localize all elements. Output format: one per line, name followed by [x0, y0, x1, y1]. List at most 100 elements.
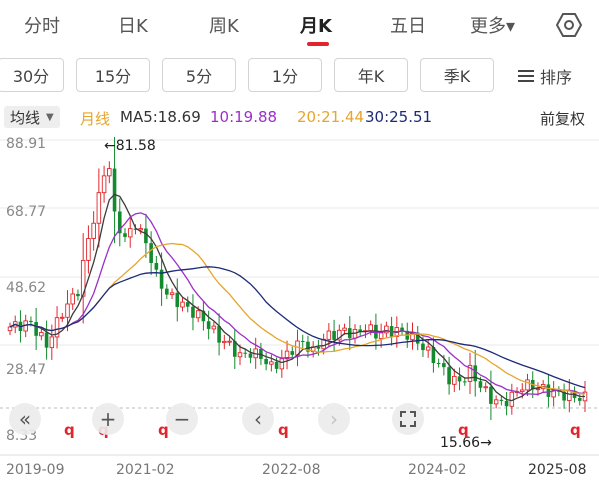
candle-body	[577, 398, 582, 401]
candle-body	[462, 381, 467, 383]
candle-body	[332, 331, 336, 340]
indicator-selector[interactable]: 均线 ▼	[4, 106, 60, 128]
candle-body	[562, 391, 566, 401]
candle-body	[206, 321, 211, 329]
period-buttons: 30分 15分 5分 1分 年K 季K 排序	[0, 58, 599, 96]
event-marker-icon: q	[458, 421, 469, 439]
low-annotation: 15.66→	[440, 435, 492, 451]
candles	[7, 136, 588, 421]
candle-body	[546, 384, 551, 397]
candle-body	[44, 332, 49, 348]
candle-body	[49, 336, 55, 349]
candle-body	[96, 192, 102, 224]
tab-daily-k[interactable]: 日K	[118, 16, 148, 37]
ma5-value: MA5:18.69	[120, 108, 201, 126]
candle-body	[535, 388, 541, 391]
high-annotation: ←81.58	[104, 138, 156, 154]
candle-body	[300, 341, 305, 343]
candle-body	[80, 259, 86, 297]
kline-chart[interactable]: 88.91 68.77 48.62 28.47 8.33 ←81.58 15.6…	[0, 132, 599, 500]
x-tick-label: 2019-09	[6, 462, 65, 478]
period-30min-button[interactable]: 30分	[0, 58, 64, 92]
period-year-k-button[interactable]: 年K	[334, 58, 408, 92]
candle-body	[39, 332, 44, 337]
tab-five-day[interactable]: 五日	[390, 16, 426, 37]
plus-icon: +	[99, 407, 117, 431]
candle-body	[60, 316, 65, 319]
candle-body	[91, 222, 96, 239]
candle-body	[201, 310, 206, 322]
candle-body	[452, 375, 457, 385]
candle-body	[117, 211, 122, 234]
candle-body	[248, 353, 253, 358]
active-tab-underline	[307, 42, 329, 46]
candle-body	[467, 364, 473, 382]
fullscreen-button[interactable]	[392, 403, 424, 435]
candle-body	[180, 301, 185, 308]
candle-body	[342, 327, 347, 331]
tab-more[interactable]: 更多▾	[470, 16, 516, 37]
candle-body	[65, 303, 70, 318]
tab-monthly-k[interactable]: 月K	[300, 16, 332, 37]
chevron-right-icon: ›	[330, 407, 338, 431]
candle-body	[306, 341, 310, 352]
candle-body	[425, 346, 431, 351]
candle-body	[525, 379, 530, 391]
candle-body	[227, 340, 232, 343]
candle-body	[378, 332, 384, 339]
line-mode-label: 月线	[80, 110, 111, 128]
period-5min-button[interactable]: 5分	[162, 58, 236, 92]
candle-body	[274, 361, 279, 369]
fullscreen-icon	[400, 411, 416, 427]
candle-body	[436, 363, 441, 365]
chevron-left-icon: ‹	[254, 407, 262, 431]
candle-body	[232, 341, 237, 357]
event-marker-icon: q	[158, 421, 169, 439]
candle-body	[442, 363, 446, 368]
next-button[interactable]: ›	[318, 403, 350, 435]
double-chevron-left-icon: «	[18, 407, 32, 431]
candle-body	[279, 358, 285, 370]
adjust-mode-button[interactable]: 前复权	[540, 110, 586, 128]
ma20-line	[9, 242, 586, 395]
period-season-k-button[interactable]: 季K	[420, 58, 494, 92]
candle-body	[185, 302, 190, 307]
candle-body	[191, 306, 195, 318]
candle-body	[222, 340, 227, 344]
period-1min-button[interactable]: 1分	[248, 58, 322, 92]
rewind-button[interactable]: «	[9, 403, 41, 435]
x-tick-label: 2021-02	[116, 462, 175, 478]
candle-body	[211, 325, 217, 330]
caret-down-icon: ▼	[46, 111, 54, 123]
candle-body	[123, 233, 127, 237]
period-tabs: 分时 日K 周K 月K 五日 更多▾	[0, 0, 599, 50]
candle-body	[478, 381, 483, 388]
candle-body	[34, 322, 38, 336]
candle-body	[101, 175, 107, 194]
zoom-in-button[interactable]: +	[92, 403, 124, 435]
candle-body	[70, 293, 75, 305]
ma20-value: 20:21.44	[297, 108, 365, 126]
zoom-out-button[interactable]: −	[166, 403, 198, 435]
candle-body	[421, 343, 425, 351]
candle-body	[7, 326, 13, 332]
tab-weekly-k[interactable]: 周K	[209, 16, 239, 37]
candle-body	[29, 320, 33, 323]
minus-icon: −	[173, 407, 191, 431]
candle-body	[112, 168, 117, 212]
tab-intraday[interactable]: 分时	[24, 16, 60, 37]
candle-body	[154, 262, 159, 270]
candle-body	[175, 292, 180, 308]
sort-button[interactable]: 排序	[518, 64, 572, 88]
event-marker-icon: q	[278, 421, 289, 439]
x-tick-label: 2022-08	[262, 462, 321, 478]
candle-body	[217, 326, 221, 343]
candle-body	[86, 238, 91, 261]
y-tick-label: 68.77	[6, 204, 46, 220]
event-marker-icon: q	[64, 421, 75, 439]
period-15min-button[interactable]: 15分	[76, 58, 150, 92]
settings-hex-icon[interactable]	[556, 12, 582, 38]
y-tick-label: 28.47	[6, 362, 46, 378]
previous-button[interactable]: ‹	[242, 403, 274, 435]
chart-controls: « + − ‹ ›	[0, 400, 599, 440]
